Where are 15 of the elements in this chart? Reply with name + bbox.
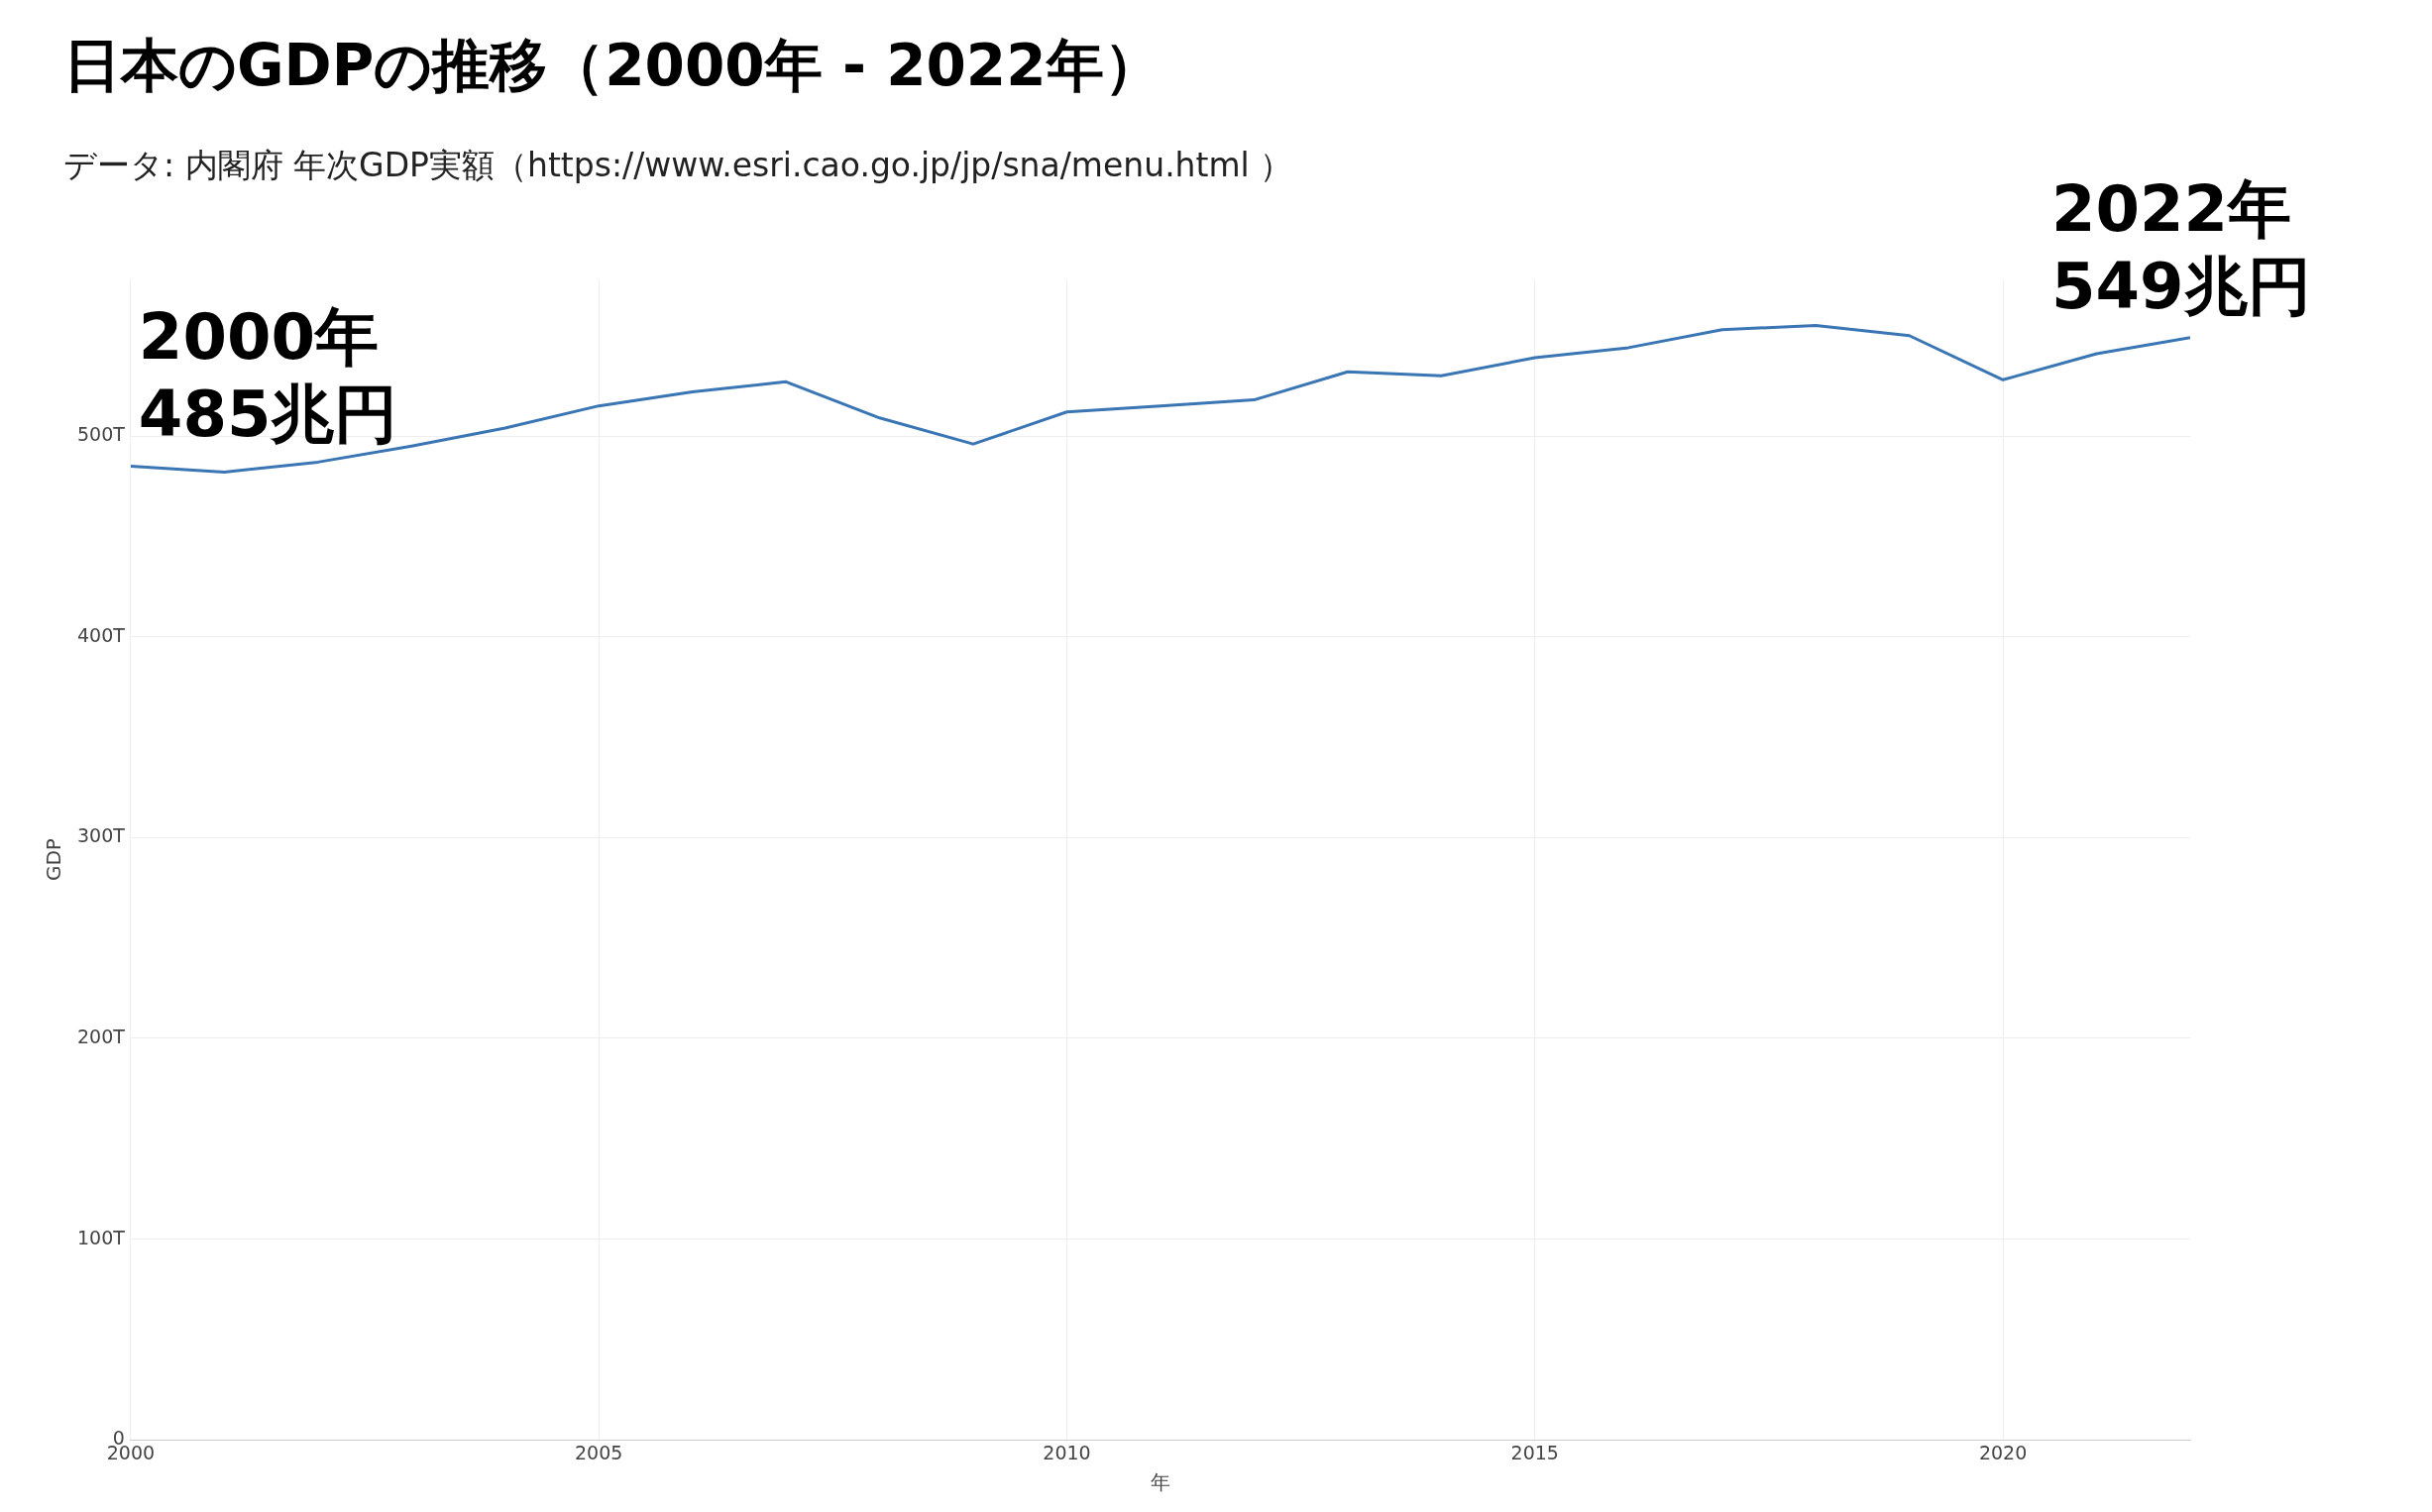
y-tick-label: 400T [77,623,126,646]
annotation: 2022年 549兆円 [2051,171,2311,323]
chart-subtitle: データ: 内閣府 年次GDP実額（https://www.esri.cao.go.jp/jp/sna/menu.html ） [63,145,1293,186]
y-tick-label: 300T [77,824,126,847]
chart-title: 日本のGDPの推移（2000年 - 2022年） [63,31,1161,101]
y-tick-label: 200T [77,1025,126,1047]
x-tick-label: 2020 [1978,1441,2028,1463]
x-tick-label: 2015 [1510,1441,1559,1463]
annotation: 2000年 485兆円 [138,300,398,452]
x-axis-title: 年 [1150,1470,1170,1495]
y-tick-label: 100T [77,1226,126,1248]
y-tick-label: 500T [77,422,126,445]
x-tick-label: 2005 [574,1441,623,1463]
y-axis-title: GDP [42,838,66,882]
x-tick-label: 2010 [1043,1441,1091,1463]
